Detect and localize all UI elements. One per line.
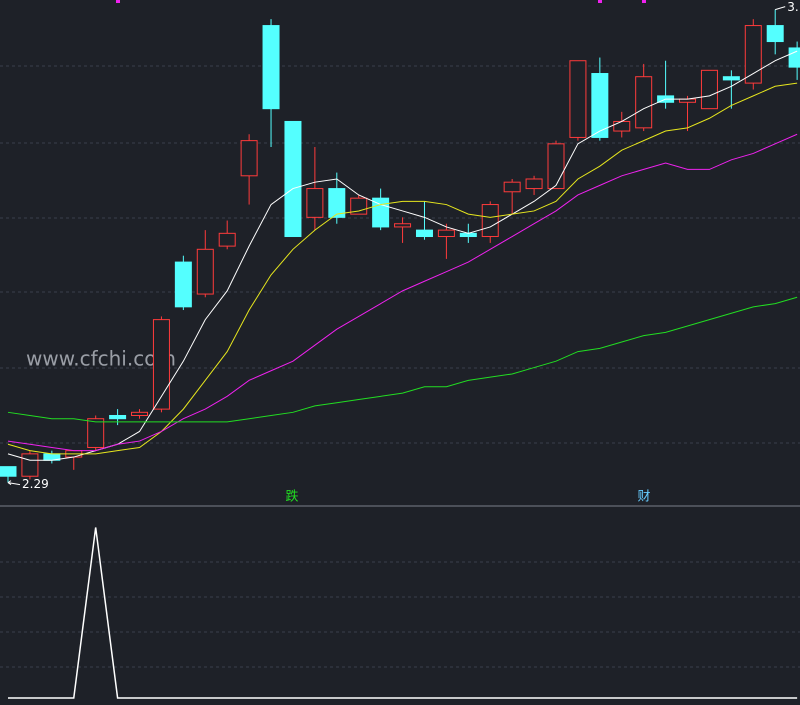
candle-body (591, 73, 609, 138)
signal-label: 财 (637, 490, 650, 505)
candle-body (262, 25, 280, 110)
candle-body (569, 60, 587, 138)
indicator-line (8, 527, 798, 699)
candle-body (788, 47, 800, 68)
top-marker (598, 0, 602, 3)
candle-body (196, 248, 214, 295)
candle-body (152, 319, 170, 410)
high-label: 3. (787, 0, 798, 14)
candle-body (240, 140, 258, 177)
candle-body (306, 188, 324, 218)
candle-body (21, 453, 39, 477)
candle-body (547, 143, 565, 190)
signal-label: 跌 (285, 489, 298, 505)
candle-body (613, 120, 631, 132)
watermark: www.cfchi.com (26, 347, 176, 371)
candle-body (722, 76, 740, 81)
grid (0, 0, 800, 668)
candle-body (131, 411, 149, 417)
low-arrow (7, 480, 21, 486)
candle-body (481, 204, 499, 238)
candle-body (394, 223, 412, 228)
candle-body (0, 466, 17, 477)
candle-body (503, 181, 521, 193)
candle-body (328, 188, 346, 218)
candle-body (700, 69, 718, 110)
candle-body (635, 76, 653, 129)
candle-body (744, 25, 762, 84)
candle-body (109, 415, 127, 420)
moving-average (7, 50, 798, 461)
moving-average (7, 296, 798, 423)
candle-body (174, 261, 192, 308)
candle-body (284, 120, 302, 238)
candle-body (766, 25, 784, 43)
top-marker (642, 0, 646, 3)
moving-average (7, 133, 798, 452)
candle-body (525, 178, 543, 190)
top-marker (116, 0, 120, 3)
moving-average (7, 82, 798, 455)
high-arrow (775, 6, 786, 11)
candle-body (87, 418, 105, 448)
candle-body (218, 232, 236, 247)
low-label: 2.29 (22, 477, 49, 491)
candle-body (415, 229, 433, 238)
candle-body (437, 229, 455, 238)
